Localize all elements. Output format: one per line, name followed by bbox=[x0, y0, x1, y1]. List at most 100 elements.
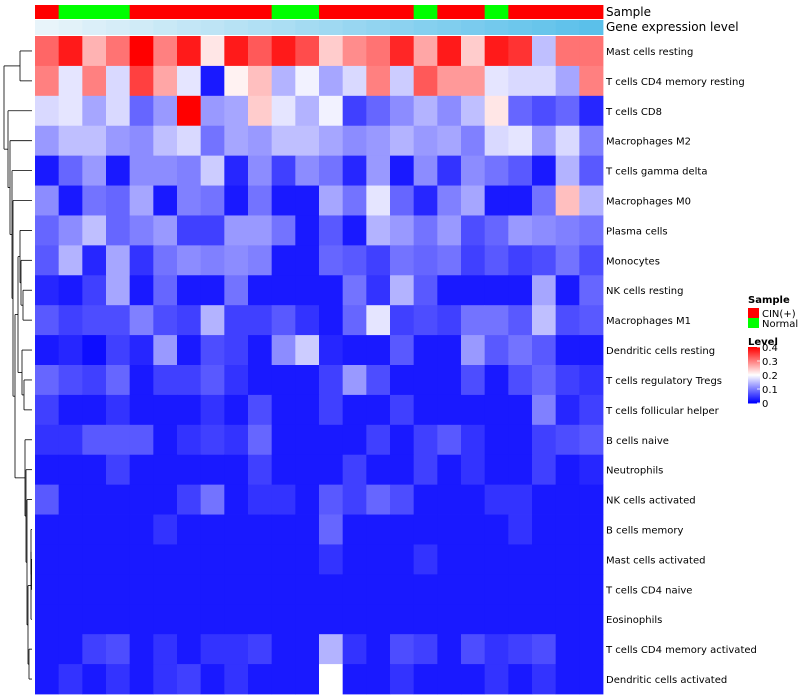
row-label: Macrophages M2 bbox=[606, 137, 691, 148]
heatmap-cell bbox=[271, 125, 296, 157]
heatmap-cell bbox=[248, 185, 273, 216]
heatmap-cell bbox=[437, 365, 462, 396]
heatmap-cell bbox=[555, 95, 580, 127]
heatmap-cell bbox=[153, 514, 178, 545]
heatmap-cell bbox=[532, 544, 557, 575]
row-label: T cells gamma delta bbox=[605, 167, 707, 178]
legend-gradient-step bbox=[748, 377, 760, 379]
heatmap-cell bbox=[413, 514, 438, 545]
heatmap-cell bbox=[319, 185, 344, 216]
heatmap-cell bbox=[153, 125, 178, 157]
heatmap-cell bbox=[200, 95, 225, 127]
heatmap-cell bbox=[200, 574, 225, 605]
sample-annotation-cell bbox=[248, 5, 273, 19]
row-label: T cells regulatory Tregs bbox=[605, 376, 722, 387]
heatmap-cell bbox=[342, 424, 367, 456]
heatmap-cell bbox=[248, 275, 273, 306]
heatmap-cell bbox=[366, 155, 391, 186]
heatmap-cell bbox=[555, 574, 580, 605]
heatmap-cell bbox=[35, 155, 60, 186]
heatmap-cell bbox=[484, 95, 509, 127]
heatmap-cell bbox=[319, 394, 344, 426]
heatmap-cell bbox=[437, 604, 462, 635]
heatmap-cell bbox=[129, 155, 154, 186]
heatmap-cell bbox=[461, 514, 486, 545]
heatmap-cell bbox=[484, 634, 509, 665]
heatmap-cell bbox=[82, 305, 107, 336]
heatmap-cell bbox=[35, 36, 60, 67]
heatmap-cell bbox=[224, 65, 249, 97]
heatmap-cell bbox=[177, 305, 202, 336]
heatmap-cell bbox=[58, 454, 83, 486]
heatmap-cell bbox=[82, 484, 107, 515]
heatmap-cell bbox=[437, 275, 462, 306]
heatmap-cell bbox=[437, 305, 462, 336]
heatmap-cell bbox=[579, 394, 604, 426]
expression-annotation-cell bbox=[82, 20, 107, 35]
heatmap-cell bbox=[437, 514, 462, 545]
heatmap-cell bbox=[106, 634, 131, 665]
sample-annotation-cell bbox=[177, 5, 202, 19]
heatmap-cell bbox=[461, 544, 486, 575]
heatmap-cell bbox=[366, 604, 391, 635]
heatmap-cell bbox=[319, 424, 344, 456]
heatmap-cell bbox=[82, 185, 107, 216]
heatmap-cell bbox=[437, 394, 462, 426]
legend-gradient-step bbox=[748, 349, 760, 351]
heatmap-cells bbox=[35, 36, 604, 695]
heatmap-cell bbox=[437, 155, 462, 186]
heatmap-cell bbox=[106, 604, 131, 635]
heatmap-cell bbox=[106, 544, 131, 575]
legend-gradient-step bbox=[748, 371, 760, 373]
legend-gradient-step bbox=[748, 381, 760, 383]
heatmap-cell bbox=[58, 574, 83, 605]
heatmap-cell bbox=[413, 305, 438, 336]
heatmap-cell bbox=[555, 215, 580, 246]
heatmap-cell bbox=[484, 514, 509, 545]
heatmap-cell bbox=[579, 155, 604, 186]
legend-level-title: Level bbox=[748, 337, 778, 348]
heatmap-cell bbox=[319, 365, 344, 396]
heatmap-cell bbox=[555, 544, 580, 575]
heatmap-cell bbox=[508, 95, 533, 127]
heatmap-cell bbox=[508, 275, 533, 306]
heatmap-cell bbox=[58, 215, 83, 246]
heatmap-cell bbox=[200, 36, 225, 67]
heatmap-cell bbox=[58, 155, 83, 186]
heatmap-cell bbox=[508, 305, 533, 336]
heatmap-cell bbox=[295, 365, 320, 396]
heatmap-cell bbox=[177, 65, 202, 97]
heatmap-cell bbox=[508, 484, 533, 515]
heatmap-cell bbox=[413, 424, 438, 456]
heatmap-cell bbox=[35, 634, 60, 665]
legend-gradient-step bbox=[748, 399, 760, 401]
heatmap-cell bbox=[437, 245, 462, 276]
legend-gradient-step bbox=[748, 356, 760, 358]
heatmap-cell bbox=[82, 155, 107, 186]
annotation-labels: Sample Gene expression level bbox=[606, 5, 739, 34]
heatmap-cell bbox=[579, 454, 604, 486]
heatmap-cell bbox=[413, 335, 438, 366]
heatmap-cell bbox=[200, 305, 225, 336]
heatmap-cell bbox=[271, 454, 296, 486]
heatmap-cell bbox=[153, 634, 178, 665]
row-label: Mast cells activated bbox=[606, 555, 705, 566]
heatmap-cell bbox=[200, 424, 225, 456]
heatmap-cell bbox=[437, 484, 462, 515]
heatmap-cell bbox=[437, 95, 462, 127]
heatmap-cell bbox=[555, 394, 580, 426]
row-label: T cells CD4 naive bbox=[605, 585, 692, 596]
heatmap-cell bbox=[484, 185, 509, 216]
expression-annotation-cell bbox=[579, 20, 604, 35]
heatmap-cell bbox=[437, 424, 462, 456]
row-label: T cells CD4 memory resting bbox=[605, 77, 745, 88]
heatmap-cell bbox=[319, 36, 344, 67]
sample-annotation-cell bbox=[58, 5, 83, 19]
heatmap-cell bbox=[342, 65, 367, 97]
heatmap-cell bbox=[461, 335, 486, 366]
heatmap-cell bbox=[508, 634, 533, 665]
heatmap-cell bbox=[129, 424, 154, 456]
legend-gradient-step bbox=[748, 348, 760, 350]
heatmap-cell bbox=[319, 454, 344, 486]
heatmap-cell bbox=[579, 185, 604, 216]
